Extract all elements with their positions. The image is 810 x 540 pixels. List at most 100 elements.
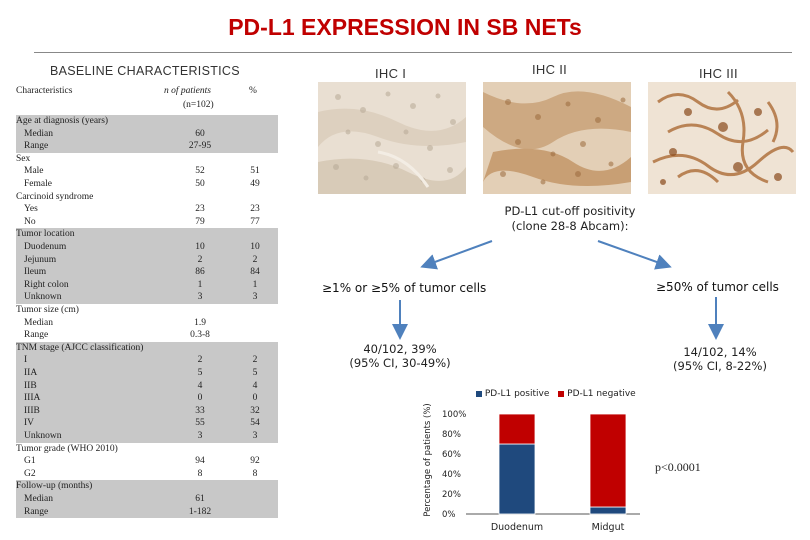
row-percent: 4 [252,380,258,391]
table-row: No 79 77 [16,216,278,229]
row-label: G1 [24,456,36,467]
table-row: Range 0.3-8 [16,329,278,342]
row-n: 0 [197,393,203,404]
row-percent: 23 [250,204,260,215]
row-percent: 2 [252,254,258,265]
table-row: Duodenum 10 10 [16,241,278,254]
table-row: Yes 23 23 [16,203,278,216]
table-row: I 2 2 [16,354,278,367]
row-label: Sex [16,153,31,164]
legend: PD-L1 positive PD-L1 negative [476,389,636,399]
table-row: TNM stage (AJCC classification) [16,341,278,355]
row-label: Median [24,317,54,328]
y-tick-label: 40% [442,470,461,480]
ihc-label-3: IHC III [699,66,738,81]
row-label: TNM stage (AJCC classification) [16,342,144,353]
y-tick-label: 80% [442,430,461,440]
row-label: Ileum [24,267,47,278]
result-left-line1: 40/102, 39% [363,342,437,356]
row-label: IIB [24,380,37,391]
bar-duodenum-negative [498,413,536,445]
row-label: Range [24,141,49,152]
row-label: Median [24,494,54,504]
row-n: 1 [197,279,203,290]
table-row: IIIB 33 32 [16,404,278,418]
table-row: G2 8 8 [16,468,278,481]
row-label: G2 [24,468,36,479]
row-n: 94 [195,456,205,467]
row-label: Median [24,128,54,139]
ihc-image-2 [483,82,631,194]
table-row: Ileum 86 84 [16,266,278,279]
row-percent: 1 [252,279,258,290]
row-label: Unknown [24,292,62,303]
y-tick-label: 100% [442,410,466,420]
row-n: 3 [197,292,203,303]
row-label: Range [24,506,49,517]
header-n-total: (n=102) [183,100,214,110]
ihc-label-2: IHC II [532,62,568,77]
row-n: 61 [195,494,205,504]
bar-midgut-negative [589,413,627,508]
row-label: Male [24,166,44,177]
row-label: Yes [24,204,38,215]
row-n: 3 [197,431,203,441]
header-characteristics: Characteristics [16,86,73,96]
row-n: 10 [195,242,205,252]
table-row: IV 55 54 [16,417,278,430]
row-percent: 51 [250,166,260,177]
legend-swatch-negative [558,390,565,397]
row-percent: 77 [250,216,260,227]
row-n: 60 [195,128,205,139]
table-row: IIB 4 4 [16,379,278,393]
row-label: Carcinoid syndrome [16,191,94,202]
table-row: Tumor location [16,228,278,241]
row-label: Follow-up (months) [16,481,93,492]
row-n: 52 [195,166,205,177]
row-label: Age at diagnosis (years) [16,116,109,126]
table-row: Tumor grade (WHO 2010) [16,443,278,456]
branch-left-label: ≥1% or ≥5% of tumor cells [322,281,487,295]
table-row: Unknown 3 3 [16,430,278,443]
result-right-line1: 14/102, 14% [683,345,757,359]
row-n: 2 [197,355,203,366]
row-label: I [24,355,28,366]
table-row: G1 94 92 [16,455,278,468]
row-n: 1.9 [194,317,206,328]
cutoff-subtitle: (clone 28-8 Abcam): [511,219,629,233]
row-n: 86 [195,267,205,278]
table-row: Median 60 [16,127,278,141]
row-percent: 2 [252,355,258,366]
row-n: 2 [197,254,203,265]
table-row: Right colon 1 1 [16,278,278,292]
row-n: 5 [197,368,203,378]
table-row: IIA 5 5 [16,367,278,380]
row-n: 8 [197,468,203,479]
table-row: Range 27-95 [16,140,278,153]
table-row: Median 1.9 [16,317,278,330]
arrow-right [597,240,672,270]
legend-label-negative: PD-L1 negative [567,389,636,399]
table-row: Tumor size (cm) [16,304,278,317]
table-row: Unknown 3 3 [16,291,278,304]
bar-duodenum-positive [498,443,536,515]
row-label: Unknown [24,431,62,441]
table-row: Sex [16,153,278,166]
arrow-left [420,240,493,270]
row-percent: 54 [250,418,260,429]
row-label: IIIA [24,393,41,404]
table-row: Jejunum 2 2 [16,253,278,267]
table-row: Median 61 [16,493,278,506]
row-label: Tumor size (cm) [16,305,79,315]
row-percent: 10 [250,242,260,252]
table-row: Female 50 49 [16,178,278,191]
table-row: Male 52 51 [16,165,278,178]
table-row: Carcinoid syndrome [16,191,278,204]
row-n: 33 [195,405,205,416]
row-percent: 49 [250,179,260,189]
row-n: 79 [195,216,205,227]
row-label: IIIB [24,405,40,416]
row-percent: 3 [252,292,258,303]
